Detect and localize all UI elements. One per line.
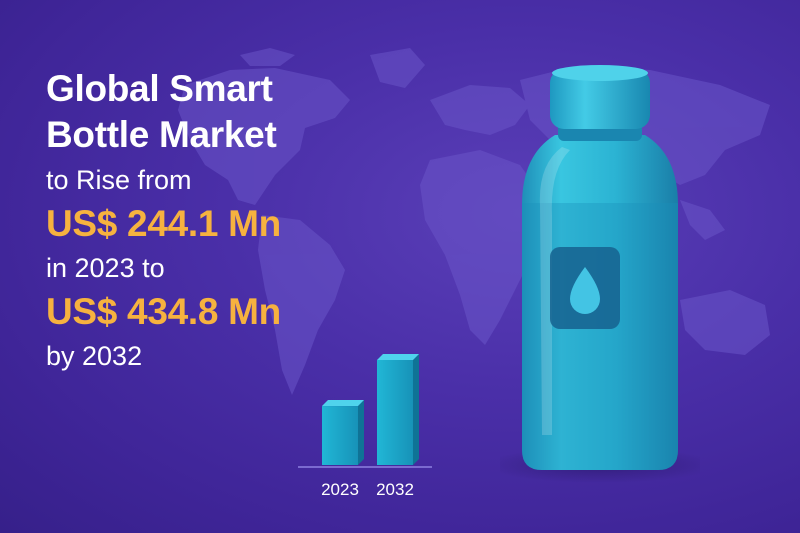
bottle-cap-top: [552, 65, 648, 81]
subtext-by: by 2032: [46, 341, 143, 371]
subtext-rise: to Rise from: [46, 165, 192, 195]
amount-start: US$ 244.1 Mn: [46, 203, 281, 244]
bottle-highlight: [539, 147, 570, 435]
title-line-1: Global Smart: [46, 68, 273, 109]
amount-end: US$ 434.8 Mn: [46, 291, 281, 332]
bar-2023: [322, 400, 364, 465]
tick-label-2032: 2032: [376, 480, 414, 499]
bar-chart: 2023 2032: [298, 354, 432, 499]
bottle-cap: [550, 69, 650, 129]
headline-block: Global Smart Bottle Market to Rise from …: [46, 66, 376, 376]
water-drop-icon: [570, 267, 600, 314]
tick-label-2023: 2023: [321, 480, 359, 499]
bottle-illustration: [500, 65, 700, 483]
bar-2032: [377, 354, 419, 465]
title-line-2: Bottle Market: [46, 114, 277, 155]
subtext-year: in 2023 to: [46, 253, 165, 283]
